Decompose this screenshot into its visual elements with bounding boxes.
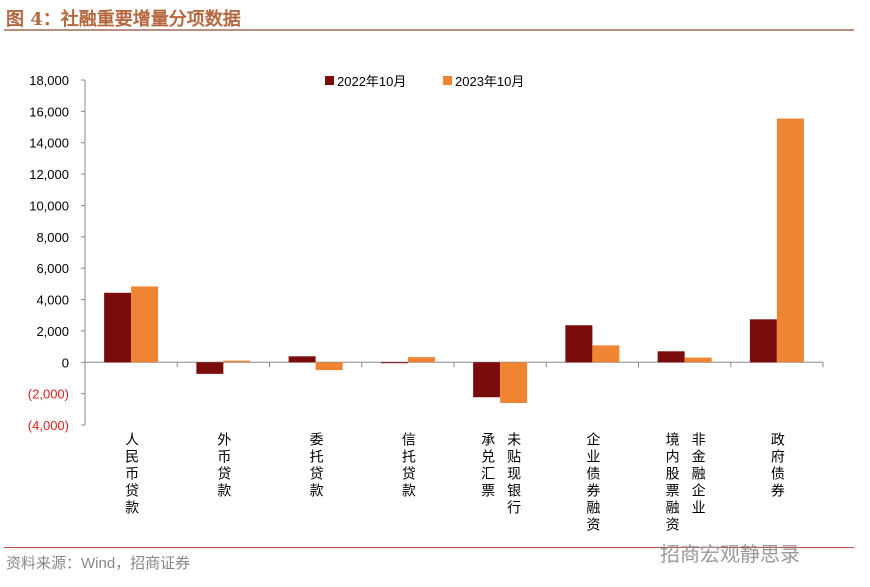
bar-2022年10月 (749, 319, 777, 363)
bar-2023年10月 (684, 357, 712, 363)
bar-2023年10月 (223, 360, 251, 363)
y-tick-label: 2,000 (36, 324, 69, 339)
y-tick-label: 18,000 (29, 73, 69, 88)
y-tick-label: 8,000 (36, 230, 69, 245)
bar-2023年10月 (315, 362, 343, 371)
x-tick-label: 企业债券融资 (584, 432, 601, 534)
bar-2022年10月 (104, 292, 132, 363)
x-tick-label: 外币贷款 (215, 432, 232, 500)
x-tick-label: 信托贷款 (399, 432, 416, 500)
y-tick-label: 6,000 (36, 261, 69, 276)
watermark: 招商宏观静思录 (660, 544, 800, 566)
bar-2022年10月 (380, 362, 408, 364)
y-tick-label: 12,000 (29, 167, 69, 182)
legend-label: 2023年10月 (455, 74, 524, 89)
bar-2023年10月 (407, 357, 435, 363)
bar-2023年10月 (500, 362, 528, 404)
bar-2022年10月 (196, 362, 224, 374)
x-tick-label: 非金融企业 境内股票融资 (663, 432, 706, 534)
legend-label: 2022年10月 (337, 74, 406, 89)
footer-divider (4, 547, 854, 548)
y-tick-label: 0 (62, 355, 69, 370)
x-tick-label: 人民币贷款 (123, 432, 140, 517)
title-divider (4, 29, 854, 31)
legend-swatch (325, 76, 334, 85)
bar-2022年10月 (657, 351, 685, 363)
bar-2022年10月 (565, 325, 593, 363)
figure-title: 图 4：社融重要增量分项数据 (6, 9, 241, 30)
y-tick-label: 16,000 (29, 104, 69, 119)
y-tick-label: 10,000 (29, 198, 69, 213)
bar-2023年10月 (592, 345, 620, 363)
legend-swatch (443, 76, 452, 85)
source-note: 资料来源：Wind，招商证券 (6, 555, 191, 572)
bar-2023年10月 (131, 286, 159, 363)
x-tick-label: 委托贷款 (307, 432, 324, 500)
x-tick-label: 未贴现银行 承兑汇票 (479, 432, 522, 517)
y-tick-label: 14,000 (29, 136, 69, 151)
y-tick-label: (2,000) (28, 387, 69, 402)
bar-2022年10月 (473, 362, 501, 398)
bar-2022年10月 (288, 356, 316, 363)
bar-2023年10月 (776, 118, 804, 363)
y-tick-label: (4,000) (28, 418, 69, 433)
x-tick-label: 政府债券 (768, 432, 785, 500)
y-tick-label: 4,000 (36, 293, 69, 308)
